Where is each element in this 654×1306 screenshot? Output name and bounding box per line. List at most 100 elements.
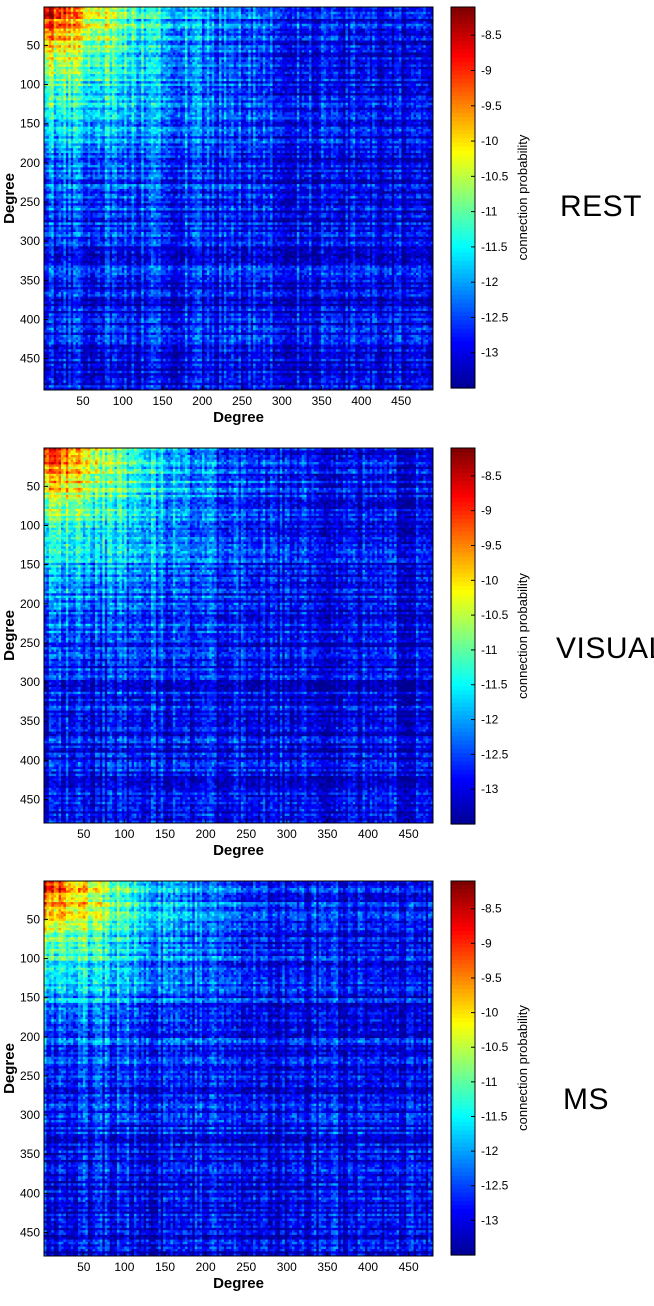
rest-x-tick-label: 400 <box>351 394 371 408</box>
visual-y-tick-label: 250 <box>20 636 40 650</box>
visual-y-tick-label: 150 <box>20 558 40 572</box>
rest-y-tick-label: 300 <box>20 234 40 248</box>
rest-x-tick-label: 450 <box>391 394 411 408</box>
ms-panel: 50 100 150 200 250 300 350 400 450 50 100 150 200 250… <box>0 873 654 1306</box>
rest-x-tick-label: 50 <box>76 394 90 408</box>
ms-colorbar-tick-label: -8.5 <box>481 902 502 916</box>
ms-x-tick-label: 200 <box>196 1260 216 1274</box>
visual-colorbar <box>451 448 475 825</box>
rest-y-tick-label: 350 <box>20 273 40 287</box>
ms-x-tick-label: 100 <box>114 1260 134 1274</box>
visual-y-tick-label: 50 <box>27 479 41 493</box>
ms-y-tick-label: 150 <box>20 991 40 1005</box>
ms-colorbar-tick-label: -9.5 <box>481 971 502 985</box>
rest-colorbar-tick-label: -12 <box>481 275 499 289</box>
rest-colorbar-tick-label: -12.5 <box>481 310 509 324</box>
ms-y-tick-label: 100 <box>20 952 40 966</box>
rest-y-tick-label: 400 <box>20 313 40 327</box>
rest-colorbar-label: connection probability <box>515 134 530 260</box>
visual-colorbar-tick-label: -8.5 <box>481 469 502 483</box>
visual-colorbar-tick-label: -11.5 <box>481 678 508 692</box>
rest-y-tick-label: 150 <box>20 117 40 131</box>
rest-colorbar-tick-label: -9 <box>481 64 492 78</box>
visual-y-axis-label: Degree <box>1 610 18 661</box>
visual-colorbar-tick-label: -10 <box>481 573 499 587</box>
visual-colorbar-tick-label: -12 <box>481 713 499 727</box>
visual-x-tick-label: 300 <box>277 827 297 841</box>
visual-y-tick-label: 100 <box>20 519 40 533</box>
ms-heatmap-figure: 50 100 150 200 250 300 350 400 45050100150200250… <box>0 873 654 1306</box>
visual-x-tick-label: 250 <box>236 827 256 841</box>
rest-y-tick-label: 450 <box>20 352 40 366</box>
visual-x-tick-label: 200 <box>196 827 216 841</box>
rest-y-tick-label: 50 <box>27 38 41 52</box>
rest-y-tick-label: 100 <box>20 78 40 92</box>
rest-x-tick-label: 100 <box>113 394 133 408</box>
ms-colorbar-tick-label: -13 <box>481 1213 499 1227</box>
rest-x-tick-label: 300 <box>272 394 292 408</box>
visual-colorbar-tick-label: -12.5 <box>481 747 509 761</box>
ms-colorbar-tick-label: -10.5 <box>481 1040 509 1054</box>
rest-colorbar-tick-label: -11.5 <box>481 240 508 254</box>
visual-colorbar-tick-label: -13 <box>481 782 499 796</box>
ms-colorbar-tick-label: -12.5 <box>481 1179 509 1193</box>
visual-colorbar-label: connection probability <box>515 573 530 699</box>
ms-y-axis-label: Degree <box>1 1043 18 1094</box>
ms-y-tick-label: 350 <box>20 1147 40 1161</box>
visual-colorbar-tick-label: -10.5 <box>481 608 509 622</box>
rest-panel: 50 100 150 200 250 300 350 400 450 50 100 150 200 250… <box>0 0 654 432</box>
visual-x-tick-label: 50 <box>77 827 91 841</box>
visual-x-tick-label: 450 <box>399 827 419 841</box>
rest-heatmap-cells <box>44 7 433 390</box>
rest-panel-label: REST <box>560 190 642 224</box>
visual-y-tick-label: 450 <box>20 793 40 807</box>
rest-colorbar-tick-label: -10 <box>481 134 499 148</box>
ms-x-tick-label: 300 <box>277 1260 297 1274</box>
ms-colorbar-tick-label: -11.5 <box>481 1109 508 1123</box>
rest-colorbar-tick-label: -13 <box>481 346 499 360</box>
rest-colorbar-tick-label: -8.5 <box>481 28 502 42</box>
ms-y-tick-label: 50 <box>27 912 41 926</box>
ms-colorbar-label: connection probability <box>515 1005 530 1131</box>
rest-colorbar-tick-label: -10.5 <box>481 169 509 183</box>
visual-y-tick-label: 200 <box>20 597 40 611</box>
ms-y-tick-label: 400 <box>20 1186 40 1200</box>
rest-y-axis-label: Degree <box>1 173 18 224</box>
ms-x-tick-label: 450 <box>399 1260 419 1274</box>
ms-y-tick-label: 250 <box>20 1069 40 1083</box>
ms-x-axis-label: Degree <box>213 1275 264 1292</box>
rest-x-axis-label: Degree <box>213 409 264 426</box>
visual-colorbar-tick-label: -9 <box>481 504 492 518</box>
visual-x-tick-label: 350 <box>317 827 337 841</box>
ms-x-tick-label: 350 <box>317 1260 337 1274</box>
visual-y-tick-label: 350 <box>20 714 40 728</box>
rest-colorbar-tick-label: -9.5 <box>481 99 502 113</box>
ms-y-tick-label: 300 <box>20 1108 40 1122</box>
ms-colorbar-tick-label: -9 <box>481 936 492 950</box>
rest-x-tick-label: 250 <box>232 394 252 408</box>
visual-x-axis-label: Degree <box>213 842 264 859</box>
visual-colorbar-tick-label: -11 <box>481 643 498 657</box>
ms-colorbar <box>451 881 475 1256</box>
visual-x-tick-label: 100 <box>114 827 134 841</box>
rest-heatmap-figure: 50 100 150 200 250 300 350 400 45050100150200250… <box>0 0 654 432</box>
visual-panel-label: VISUAL <box>556 632 654 666</box>
ms-y-tick-label: 450 <box>20 1226 40 1240</box>
visual-y-tick-label: 300 <box>20 675 40 689</box>
visual-y-tick-label: 400 <box>20 753 40 767</box>
ms-y-tick-label: 200 <box>20 1030 40 1044</box>
rest-y-tick-label: 200 <box>20 156 40 170</box>
rest-colorbar <box>451 7 475 389</box>
visual-x-tick-label: 150 <box>155 827 175 841</box>
ms-panel-label: MS <box>563 1083 609 1117</box>
rest-x-tick-label: 350 <box>312 394 332 408</box>
ms-x-tick-label: 250 <box>236 1260 256 1274</box>
ms-x-tick-label: 400 <box>358 1260 378 1274</box>
rest-x-tick-label: 200 <box>192 394 212 408</box>
ms-heatmap-cells <box>44 881 433 1256</box>
visual-colorbar-tick-label: -9.5 <box>481 538 502 552</box>
rest-colorbar-tick-label: -11 <box>481 205 498 219</box>
ms-colorbar-tick-label: -10 <box>481 1006 499 1020</box>
ms-x-tick-label: 50 <box>77 1260 91 1274</box>
rest-x-tick-label: 150 <box>153 394 173 408</box>
